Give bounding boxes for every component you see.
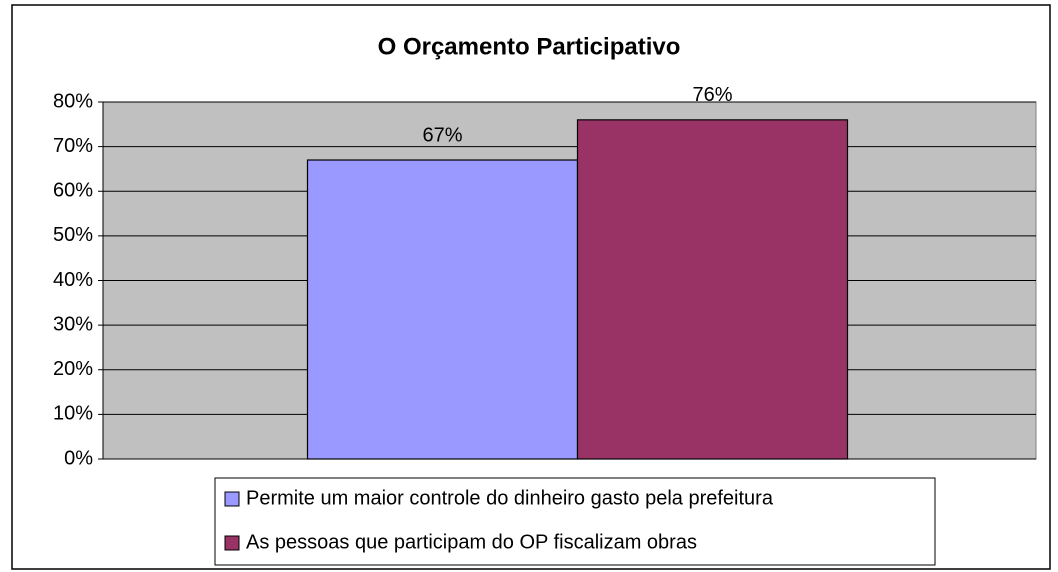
data-label: 67% — [422, 124, 462, 146]
y-tick-label: 40% — [53, 269, 93, 291]
y-tick-label: 60% — [53, 180, 93, 202]
bar — [576, 119, 849, 460]
bar — [306, 159, 579, 460]
legend-box — [214, 477, 936, 566]
y-tick-label: 80% — [53, 90, 93, 112]
y-tick-label: 10% — [53, 403, 93, 425]
data-label: 76% — [692, 84, 732, 106]
y-tick-label: 0% — [64, 447, 93, 469]
legend-swatch — [224, 491, 240, 507]
y-tick-label: 20% — [53, 358, 93, 380]
chart-title: O Orçamento Participativo — [378, 33, 681, 60]
y-tick-label: 50% — [53, 224, 93, 246]
y-tick-label: 70% — [53, 135, 93, 157]
y-tick-label: 30% — [53, 313, 93, 335]
legend-swatch — [224, 535, 240, 551]
legend-label: As pessoas que participam do OP fiscaliz… — [246, 531, 697, 553]
legend-label: Permite um maior controle do dinheiro ga… — [246, 487, 774, 509]
